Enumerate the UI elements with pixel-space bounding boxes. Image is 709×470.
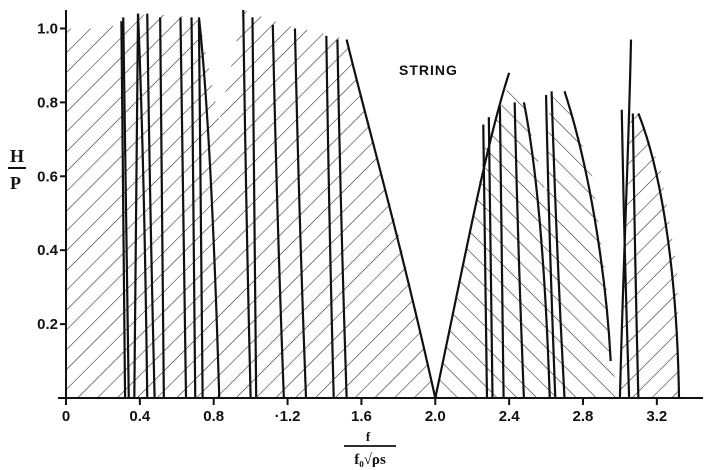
y-ticks: 0.2 0.4 0.6 0.8 1.0 xyxy=(37,20,66,333)
x-label-denominator: f₀√ρs xyxy=(354,452,386,468)
envelope-curve xyxy=(563,90,612,362)
envelope-curve xyxy=(345,39,437,399)
hatched-region xyxy=(435,83,620,399)
boundary-line xyxy=(197,21,204,399)
boundary-line xyxy=(251,17,258,399)
x-label-numerator: f xyxy=(366,429,371,444)
boundary-line xyxy=(146,13,156,399)
boundary-line xyxy=(513,102,526,399)
envelope-curve xyxy=(618,39,633,399)
x-tick-label: 0.8 xyxy=(203,408,224,425)
y-axis-label: H P xyxy=(8,146,26,193)
envelope-curve xyxy=(197,17,221,399)
x-tick-label: 0 xyxy=(62,408,70,425)
boundary-line xyxy=(631,113,640,399)
boundary-line xyxy=(325,35,335,399)
boundary-line xyxy=(179,17,188,399)
envelope-curve xyxy=(637,113,681,399)
boundary-line xyxy=(190,17,197,399)
x-tick-label: 0.4 xyxy=(129,408,151,425)
x-axis-label: f f₀√ρs xyxy=(344,429,396,468)
x-tick-label: 1.6 xyxy=(351,408,372,425)
y-tick-label: 0.8 xyxy=(37,94,58,111)
y-label-denominator: P xyxy=(10,173,21,193)
y-tick-label: 1.0 xyxy=(37,20,58,37)
x-tick-label: 2.8 xyxy=(573,408,594,425)
boundary-line xyxy=(120,21,127,399)
y-tick-label: 0.6 xyxy=(37,168,58,185)
boundary-line xyxy=(271,24,285,399)
boundary-line xyxy=(133,13,140,399)
boundary-line xyxy=(242,9,252,399)
boundary-line xyxy=(487,117,494,399)
x-tick-label: 2.0 xyxy=(425,408,446,425)
x-ticks: 0 0.4 0.8 ·1.2 1.6 2.0 2.4 2.8 3.2 xyxy=(62,398,667,425)
y-tick-label: 0.4 xyxy=(37,242,59,259)
x-tick-label: 3.2 xyxy=(646,408,667,425)
axes xyxy=(58,10,703,404)
boundary-line xyxy=(550,91,566,399)
x-tick-label: ·1.2 xyxy=(275,408,301,425)
boundary-line xyxy=(293,28,308,399)
hatched-regions xyxy=(66,10,679,399)
boundary-line xyxy=(498,106,505,399)
boundary-line xyxy=(482,124,489,399)
y-label-numerator: H xyxy=(10,146,24,166)
boundary-line xyxy=(122,17,130,399)
x-tick-label: 2.4 xyxy=(499,408,521,425)
envelope-curve xyxy=(434,72,511,399)
boundary-line xyxy=(336,39,348,399)
envelope-curve xyxy=(136,13,149,399)
envelope-curve xyxy=(522,102,551,399)
boundary-curves xyxy=(120,9,681,399)
boundary-line xyxy=(544,94,557,399)
boundary-line xyxy=(159,17,165,399)
y-tick-label: 0.2 xyxy=(37,316,58,333)
chart-annotation: STRING xyxy=(399,62,458,78)
